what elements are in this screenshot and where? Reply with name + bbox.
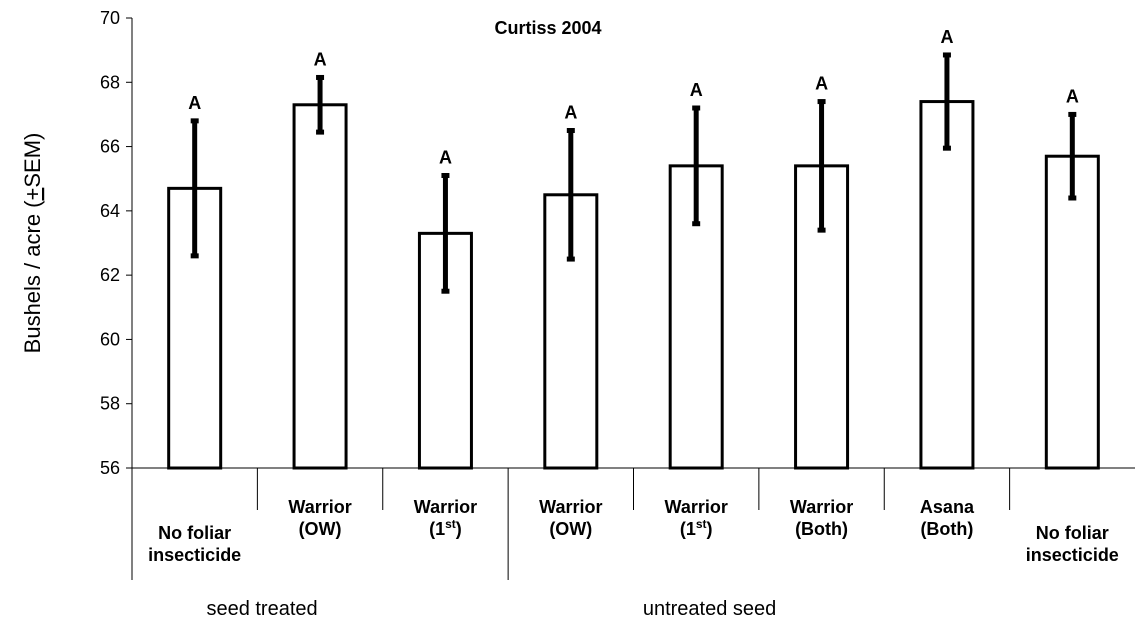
x-tick-label: (Both) xyxy=(795,519,848,539)
y-tick-label: 58 xyxy=(100,394,120,414)
y-tick-label: 60 xyxy=(100,329,120,349)
y-tick-label: 56 xyxy=(100,458,120,478)
y-tick-label: 68 xyxy=(100,72,120,92)
x-tick-label-part: (1 xyxy=(429,519,445,539)
x-tick-label-sup: st xyxy=(445,517,456,531)
x-tick-label: Asana xyxy=(920,497,975,517)
x-tick-label: (OW) xyxy=(299,519,342,539)
x-tick-label: Warrior xyxy=(414,497,477,517)
x-tick-label: insecticide xyxy=(1026,545,1119,565)
x-tick-label-sup: st xyxy=(696,517,707,531)
x-tick-label: No foliar xyxy=(158,523,231,543)
y-axis-label: Bushels / acre (+SEM) xyxy=(20,133,45,354)
y-axis-label-part: SEM) xyxy=(20,133,45,188)
y-tick-label: 64 xyxy=(100,201,120,221)
y-tick-label: 66 xyxy=(100,137,120,157)
significance-letter: A xyxy=(1066,86,1079,106)
significance-letter: A xyxy=(940,27,953,47)
group-label: untreated seed xyxy=(643,598,776,620)
x-tick-label: Warrior xyxy=(665,497,728,517)
chart-title: Curtiss 2004 xyxy=(494,18,601,38)
x-tick-label: (1st) xyxy=(680,517,713,539)
y-tick-label: 62 xyxy=(100,265,120,285)
x-tick-label: insecticide xyxy=(148,545,241,565)
x-tick-label: Warrior xyxy=(288,497,351,517)
significance-letter: A xyxy=(439,148,452,168)
significance-letter: A xyxy=(815,74,828,94)
bar xyxy=(1044,154,1100,470)
x-tick-label-part: (1 xyxy=(680,519,696,539)
y-tick-label: 70 xyxy=(100,8,120,28)
bar xyxy=(292,103,348,470)
significance-letter: A xyxy=(188,93,201,113)
y-axis-label-part: Bushels / acre ( xyxy=(20,200,45,354)
bar xyxy=(919,100,975,470)
significance-letter: A xyxy=(564,103,577,123)
x-tick-label: No foliar xyxy=(1036,523,1109,543)
x-tick-label: Warrior xyxy=(790,497,853,517)
significance-letter: A xyxy=(690,80,703,100)
x-tick-label: Warrior xyxy=(539,497,602,517)
significance-letter: A xyxy=(314,49,327,69)
group-label: seed treated xyxy=(206,598,317,620)
x-tick-label: (1st) xyxy=(429,517,462,539)
y-axis-label-part: + xyxy=(20,188,45,201)
x-tick-label: (OW) xyxy=(549,519,592,539)
x-tick-label-part: ) xyxy=(456,519,462,539)
x-tick-label: (Both) xyxy=(920,519,973,539)
x-tick-label-part: ) xyxy=(707,519,713,539)
